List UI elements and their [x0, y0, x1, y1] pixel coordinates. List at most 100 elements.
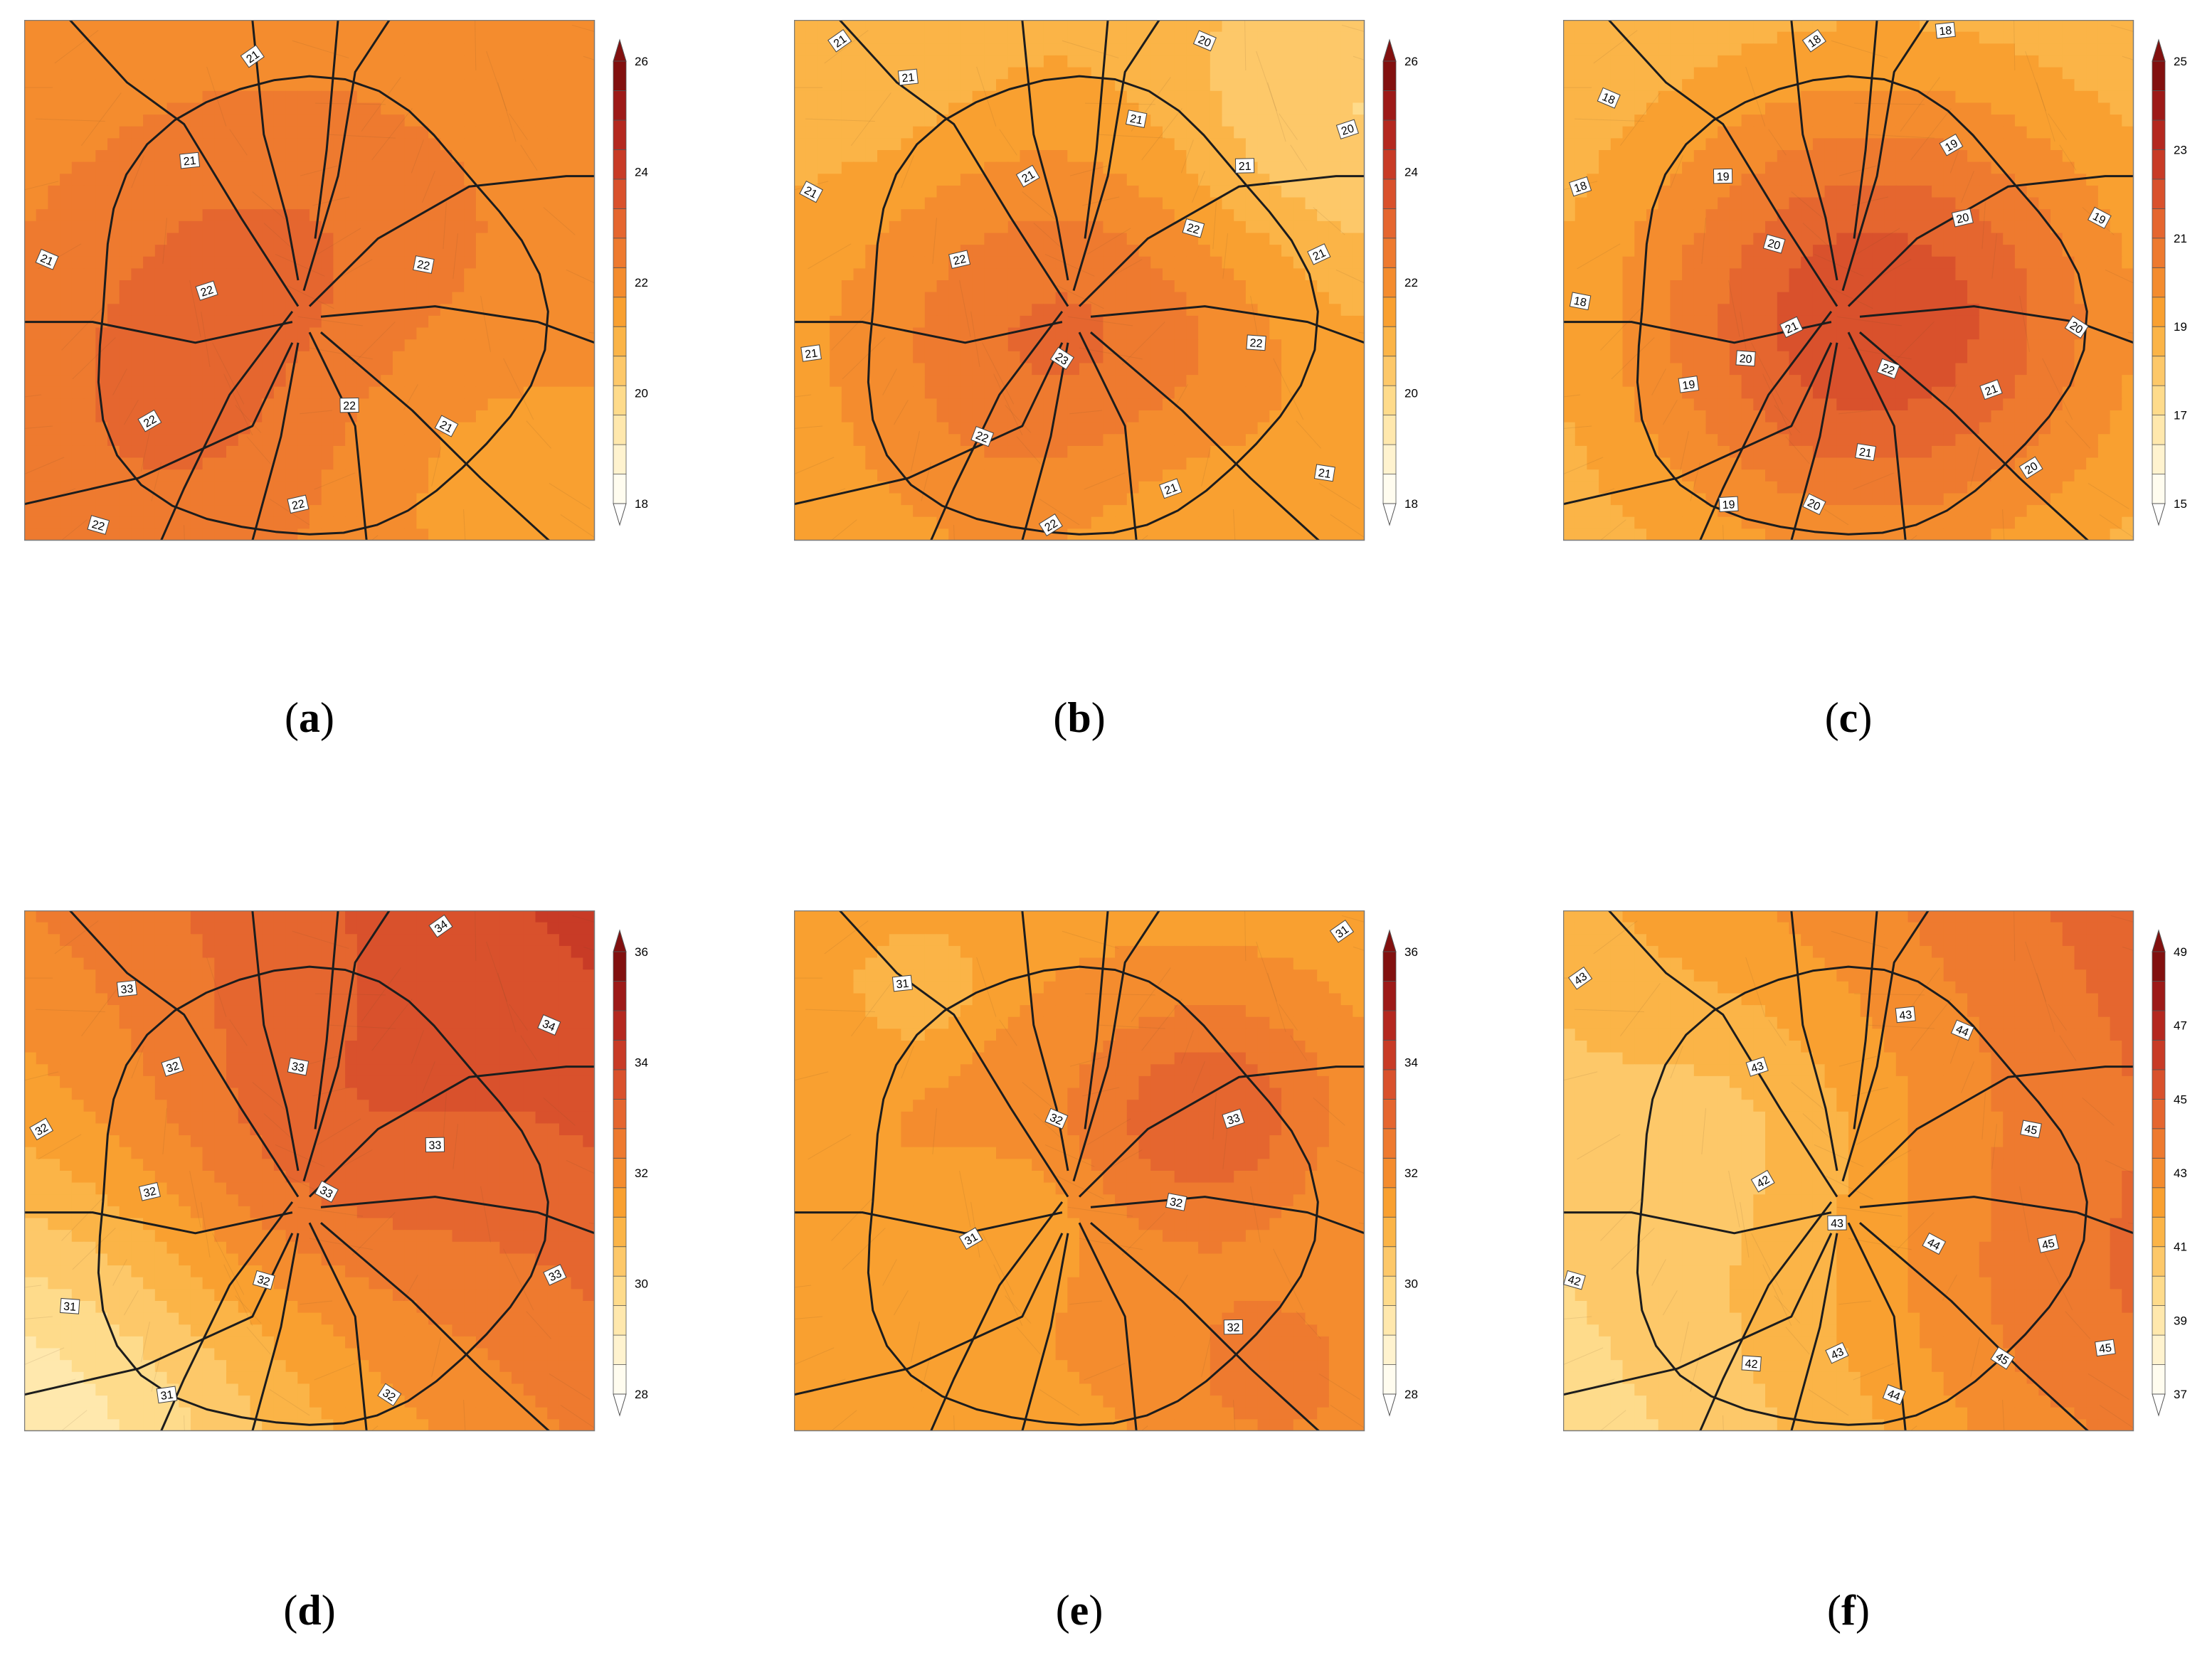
field-cell [475, 398, 489, 411]
field-cell [1812, 102, 1826, 115]
field-cell [475, 505, 489, 518]
field-cell [179, 375, 191, 388]
field-cell [475, 209, 489, 222]
field-cell [924, 363, 938, 376]
field-cell [369, 292, 381, 304]
field-cell [131, 197, 144, 210]
field-cell [60, 20, 73, 33]
field-cell [262, 268, 275, 281]
field-cell [1067, 161, 1080, 174]
field-cell [1138, 363, 1151, 376]
field-cell [119, 268, 132, 281]
field-cell [1150, 138, 1163, 151]
field-cell [48, 67, 60, 80]
field-cell [1032, 90, 1044, 104]
field-cell [972, 174, 985, 186]
field-cell [817, 469, 830, 482]
field-cell [60, 304, 73, 317]
field-cell [190, 422, 203, 435]
field-cell [583, 505, 595, 518]
field-cell [901, 292, 914, 304]
colorbar-min-arrow [613, 503, 627, 526]
field-cell [381, 126, 393, 139]
field-cell [1007, 185, 1021, 198]
field-cell [1150, 67, 1163, 80]
field-cell [475, 126, 489, 139]
field-cell [794, 79, 807, 92]
field-cell [1305, 481, 1318, 494]
field-cell [321, 150, 334, 163]
field-cell [1163, 150, 1175, 163]
field-cell [1091, 481, 1104, 494]
field-cell [381, 445, 393, 459]
radial-road [308, 331, 368, 541]
field-cell [547, 410, 560, 423]
contour-label: 22 [1038, 513, 1063, 537]
field-cell [830, 79, 842, 92]
field-cell [1222, 339, 1234, 352]
field-cell [48, 102, 60, 115]
field-cell [1305, 233, 1318, 245]
field-cell [95, 292, 108, 304]
field-cell [404, 268, 418, 281]
field-cell [571, 339, 584, 352]
field-cell [936, 481, 949, 494]
field-cell [1163, 90, 1175, 104]
field-cell [1777, 90, 1790, 104]
field-cell [1103, 315, 1116, 329]
field-cell [107, 528, 120, 541]
field-cell [1610, 138, 1624, 151]
field-cell [984, 481, 997, 494]
field-cell [1610, 126, 1624, 139]
field-cell [996, 481, 1009, 494]
field-cell [1198, 90, 1211, 104]
field-cell [1328, 516, 1342, 530]
field-cell [1186, 126, 1199, 139]
field-cell [972, 292, 985, 304]
field-cell [2062, 79, 2075, 92]
field-cell [1198, 138, 1211, 151]
field-cell [475, 102, 489, 115]
field-cell [1126, 220, 1140, 234]
field-cell [2110, 138, 2123, 151]
field-cell [1150, 386, 1163, 400]
field-cell [1222, 233, 1234, 245]
field-cell [190, 126, 203, 139]
field-cell [345, 516, 358, 530]
field-cell [1020, 256, 1032, 270]
field-cell [2050, 161, 2063, 174]
field-cell [1269, 363, 1282, 376]
field-cell [440, 351, 453, 364]
field-cell [356, 126, 370, 139]
field-cell [972, 43, 985, 56]
field-cell [250, 185, 263, 198]
field-cell [984, 233, 997, 245]
field-cell [475, 528, 489, 541]
field-cell [154, 150, 168, 163]
field-cell [381, 67, 393, 80]
field-cell [865, 386, 878, 400]
field-cell [487, 67, 501, 80]
field-cell [1245, 138, 1259, 151]
field-cell [356, 268, 370, 281]
field-cell [1812, 67, 1826, 80]
field-cell [107, 90, 120, 104]
field-cell [1186, 292, 1199, 304]
field-cell [1174, 161, 1187, 174]
field-cell [1210, 516, 1223, 530]
contour-label: 20 [1192, 30, 1217, 52]
field-cell [1729, 20, 1742, 33]
field-cell [83, 410, 96, 423]
field-cell [1824, 31, 1838, 44]
field-cell [1634, 161, 1647, 174]
field-cell [262, 505, 275, 518]
field-cell [190, 55, 203, 68]
field-cell [1138, 481, 1151, 494]
field-cell [1186, 315, 1199, 329]
field-cell [1281, 280, 1294, 293]
field-cell [1079, 481, 1092, 494]
field-cell [154, 375, 168, 388]
field-cell [960, 126, 973, 139]
field-cell [404, 445, 418, 459]
field-cell [356, 245, 370, 257]
